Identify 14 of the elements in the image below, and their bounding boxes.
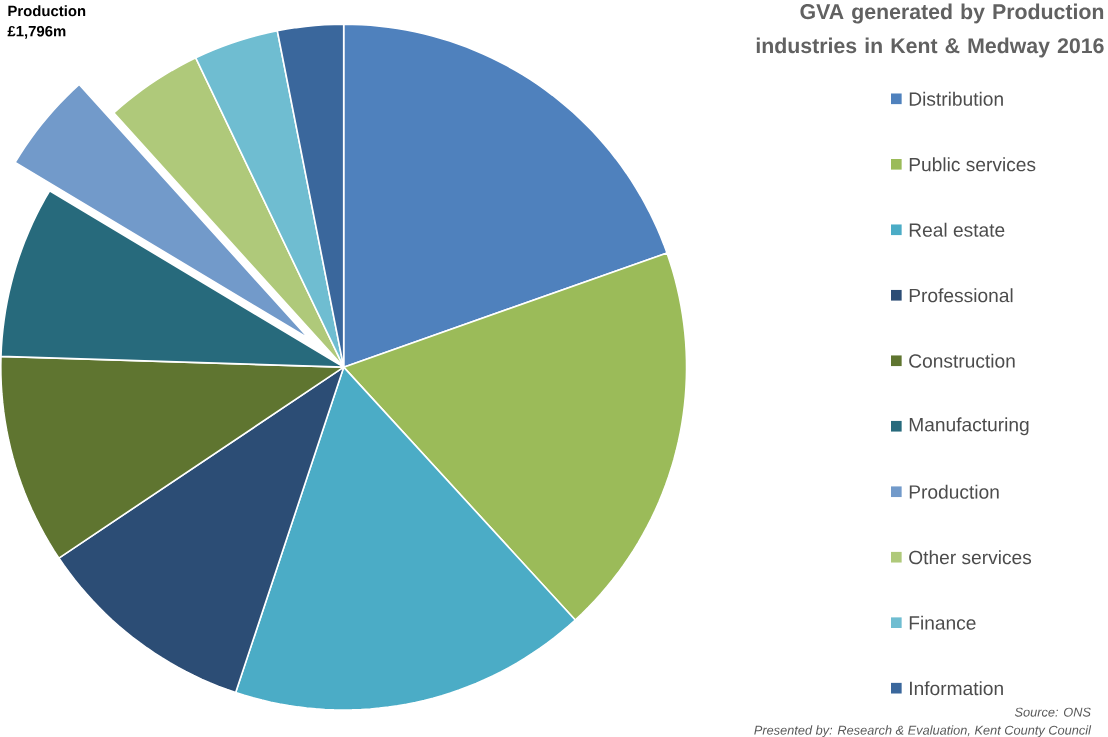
text: Presented by: Research & Evaluation, Kent County Council [754, 725, 1092, 737]
legend-label: Real estate [909, 222, 1005, 237]
chart-title: GVA generated by Production industries in Kent & Medway 2016 [756, 3, 1104, 58]
legend-label: Other services [909, 550, 1032, 565]
text: Production £1,796m [7, 5, 86, 39]
legend-label: Professional [909, 288, 1013, 303]
legend-label: Finance [909, 615, 976, 630]
legend-label: Construction [909, 353, 1015, 368]
legend-label: Public services [909, 157, 1036, 172]
legend-label: Information [910, 681, 1003, 696]
legend-label: Distribution [909, 91, 1003, 106]
source-note: Source: ONS [1014, 707, 1091, 717]
legend-label: Production [909, 484, 999, 499]
legend-label: Manufacturing [909, 417, 1029, 436]
